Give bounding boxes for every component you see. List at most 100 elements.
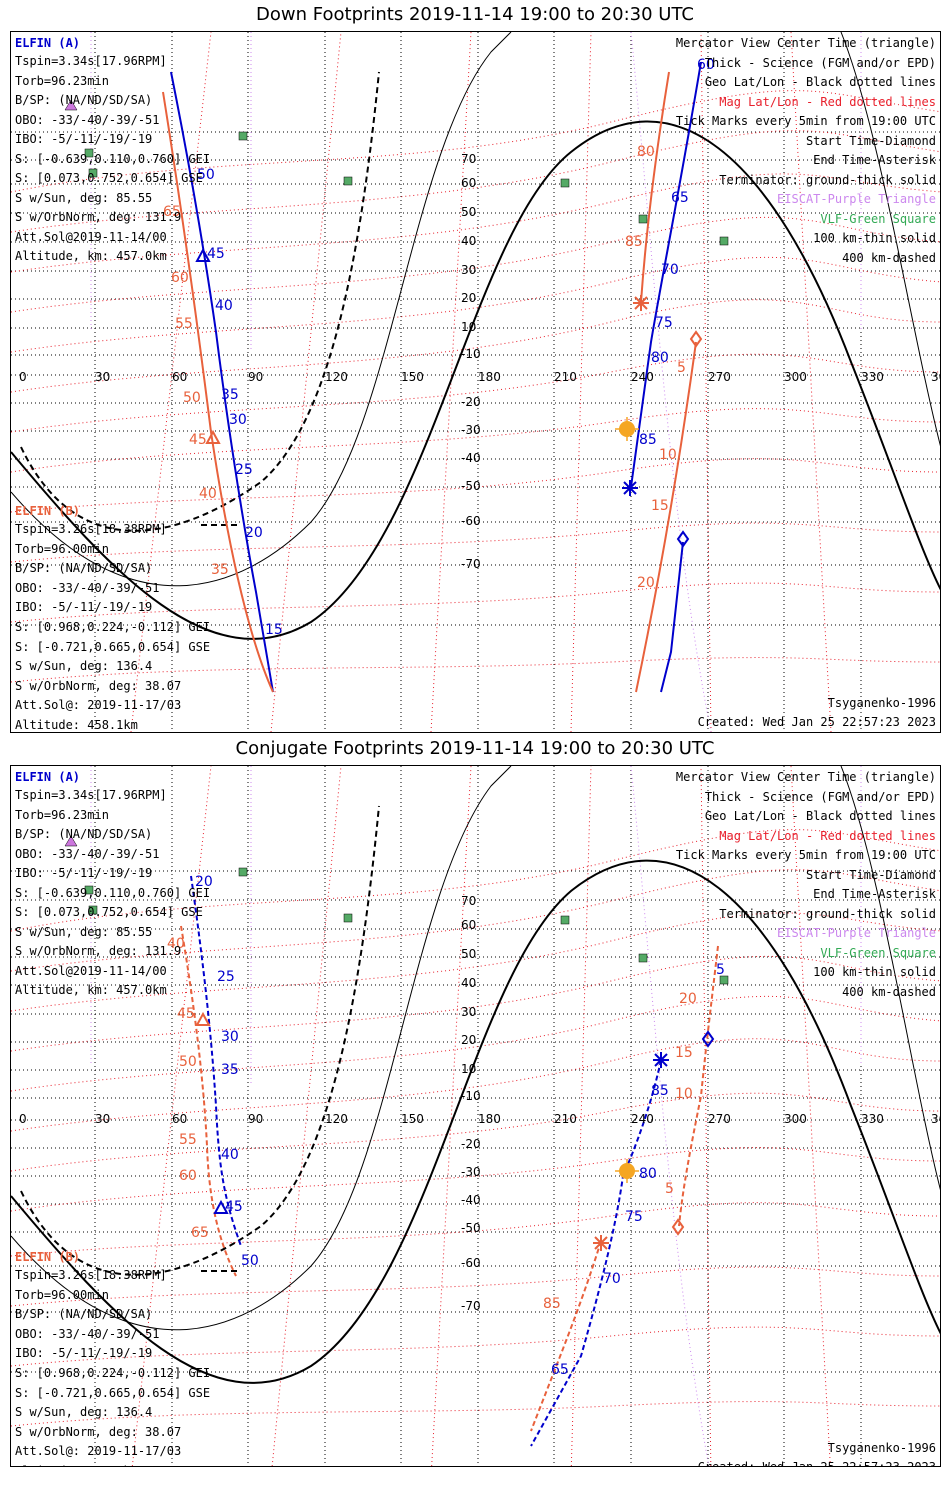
lat-label: -30 [461, 423, 481, 437]
lon-label: 60 [172, 370, 188, 384]
elfin-b-track-east-2 [530, 1240, 602, 1432]
map-panel-conjugate: 70 60 50 40 30 20 10 -10 -20 -30 -40 -50 -60 -70 0 30 60… [10, 765, 941, 1467]
lon-label: 180 [478, 370, 501, 384]
lat-label: -50 [461, 1221, 481, 1235]
legend-item: Terminator: ground-thick solid [719, 172, 936, 187]
elfin-a-tick-label: 45 [207, 246, 225, 262]
elfin-b-tick-label: 20 [679, 991, 697, 1007]
map-canvas-down [11, 32, 940, 732]
elfin-b-tick-label: 35 [211, 562, 229, 578]
elfin-b-tick-label: 85 [543, 1296, 561, 1312]
lon-label: 0 [19, 370, 27, 384]
elfin-b-end-asterisk [633, 295, 649, 311]
lon-label: 330 [861, 1112, 884, 1126]
lat-label: 30 [461, 1005, 477, 1019]
elfin-b-tick-label: 5 [665, 1181, 674, 1197]
elfin-b-info-line: Att.Sol@: 2019-11-17/03 [15, 698, 182, 713]
elfin-b-center-triangle [205, 429, 221, 444]
elfin-b-end-asterisk [593, 1235, 609, 1251]
terminator-400km [20, 71, 380, 532]
elfin-b-info-line: IBO: -5/-11/-19/-19 [15, 1346, 153, 1361]
model-label: Tsyganenko-1996 [827, 696, 936, 710]
lon-label: 360 [931, 370, 940, 384]
elfin-a-info-line: S: [-0.639,0.110,0.760] GEI [15, 151, 211, 166]
elfin-a-tick-label: 35 [221, 1062, 239, 1078]
purple-grid [90, 32, 862, 732]
elfin-a-tick-label: 50 [197, 167, 215, 183]
lon-label: 210 [554, 370, 577, 384]
elfin-b-tick-label: 55 [175, 316, 193, 332]
terminator-line [11, 859, 940, 1384]
elfin-b-info-line: OBO: -33/-40/-39/-51 [15, 1326, 160, 1341]
elfin-a-info-line: IBO: -5/-11/-19/-19 [15, 132, 153, 146]
panel-title-conjugate: Conjugate Footprints 2019-11-14 19:00 to… [235, 738, 715, 759]
model-label: Tsyganenko-1996 [827, 1441, 936, 1455]
elfin-a-tick-label: 45 [225, 1199, 243, 1215]
legend-item: VLF-Green Square [820, 945, 936, 960]
terminator-line [11, 120, 940, 640]
eiscat-marker [64, 99, 78, 111]
elfin-b-tick-label: 5 [677, 360, 686, 376]
lon-label: 360 [931, 1112, 940, 1126]
lon-label: 240 [631, 370, 654, 384]
elfin-a-tick-label: 70 [661, 262, 679, 278]
elfin-a-info-line: Tspin=3.34s[17.96RPM] [15, 788, 167, 802]
purple-grid [90, 766, 862, 1466]
lon-label: 30 [95, 1112, 111, 1126]
lon-label: 210 [554, 1112, 577, 1126]
lat-label: -60 [461, 1256, 481, 1270]
sun-icon [615, 1159, 639, 1183]
legend-item: End Time-Asterisk [813, 887, 936, 901]
elfin-a-tick-label: 65 [671, 190, 689, 206]
elfin-a-tick-label: 30 [221, 1029, 239, 1045]
elfin-a-tick-label: 75 [625, 1209, 643, 1225]
elfin-a-info-line: OBO: -33/-40/-39/-51 [15, 846, 160, 861]
lat-label: 40 [461, 234, 477, 248]
lon-label: 330 [861, 370, 884, 384]
elfin-a-info-line: Altitude, km: 457.0km [15, 983, 167, 997]
elfin-a-center-triangle [195, 247, 211, 262]
elfin-b-info-line: S w/Sun, deg: 136.4 [15, 659, 153, 674]
elfin-b-tick-label: 65 [163, 204, 181, 220]
lat-label: 20 [461, 1033, 477, 1047]
sun-icon [615, 417, 639, 441]
legend-item: Mercator View Center Time (triangle) [675, 770, 936, 784]
lon-label: 300 [784, 1112, 807, 1126]
elfin-b-tick-label: 40 [199, 486, 217, 502]
lat-label: -70 [461, 557, 481, 571]
elfin-b-tick-label: 60 [171, 270, 189, 286]
terminator-100km-right [840, 32, 940, 447]
elfin-b-info-line: B/SP: (NA/ND/SD/SA) [15, 561, 153, 576]
elfin-b-tick-label: 65 [191, 1225, 209, 1241]
terminator-400km [20, 805, 380, 1276]
lat-label: -10 [461, 1089, 481, 1103]
elfin-a-tick-label: 80 [651, 350, 669, 366]
elfin-a-tick-label: 20 [195, 874, 213, 890]
legend-item: Geo Lat/Lon - Black dotted lines [704, 809, 936, 823]
elfin-b-info-line: S w/Sun, deg: 136.4 [15, 1405, 153, 1420]
elfin-b-tick-label: 10 [675, 1086, 693, 1102]
lat-label: 40 [461, 976, 477, 990]
elfin-a-info-line: Tspin=3.34s[17.96RPM] [15, 54, 167, 68]
lon-label: 150 [401, 1112, 424, 1126]
lat-label: 60 [461, 918, 477, 932]
elfin-b-header: ELFIN (B) [15, 504, 81, 518]
elfin-a-tick-label: 65 [551, 1362, 569, 1378]
lat-label: -20 [461, 1137, 481, 1151]
elfin-b-tick-label: 20 [637, 575, 655, 591]
lat-label: 60 [461, 176, 477, 190]
elfin-b-tick-label: 15 [675, 1045, 693, 1061]
elfin-b-info-line: S: [0.968,0.224,-0.112] GEI [15, 620, 211, 634]
lon-label: 120 [325, 370, 348, 384]
geo-grid [11, 766, 940, 1466]
elfin-b-info-line: Torb=96.00min [15, 541, 109, 556]
terminator-100km [11, 32, 512, 587]
elfin-a-info-line: S w/Sun, deg: 85.55 [15, 924, 153, 939]
elfin-a-tick-label: 30 [229, 412, 247, 428]
elfin-b-tick-label: 50 [179, 1054, 197, 1070]
elfin-a-tick-label: 25 [217, 969, 235, 985]
legend-item: VLF-Green Square [820, 211, 936, 226]
elfin-a-info-line: S w/OrbNorm, deg: 131.9 [15, 944, 182, 958]
lat-label: -20 [461, 395, 481, 409]
elfin-b-info-line: Tspin=3.26s[18.38RPM] [15, 1268, 167, 1282]
